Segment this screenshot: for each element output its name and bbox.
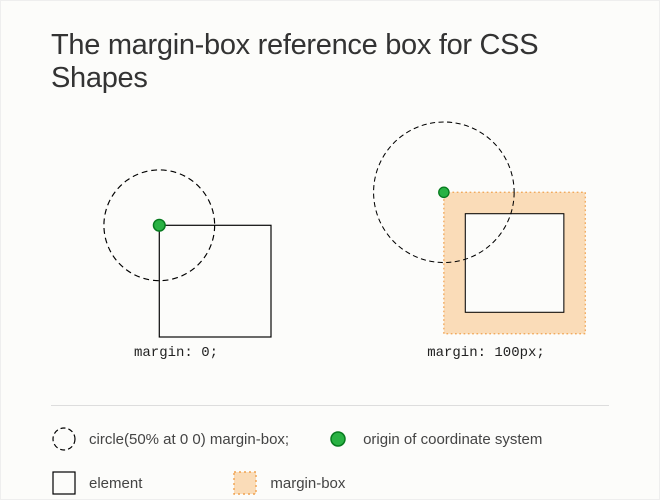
legend-circle: circle(50% at 0 0) margin-box; [51, 426, 289, 452]
diagram-card: The margin-box reference box for CSS Sha… [0, 0, 660, 500]
element-box [465, 214, 564, 313]
legend-marginbox: margin-box [232, 470, 345, 496]
legend-marginbox-label: margin-box [270, 475, 345, 492]
legend-origin: origin of coordinate system [325, 426, 542, 452]
legend-circle-label: circle(50% at 0 0) margin-box; [89, 431, 289, 448]
legend-origin-label: origin of coordinate system [363, 431, 542, 448]
legend-element-label: element [89, 475, 142, 492]
legend: circle(50% at 0 0) margin-box; origin of… [51, 406, 609, 496]
legend-element: element [51, 470, 142, 496]
origin-dot-icon [325, 426, 351, 452]
page-title: The margin-box reference box for CSS Sha… [51, 29, 609, 95]
dashed-circle-icon [51, 426, 77, 452]
element-icon [51, 470, 77, 496]
origin-dot [153, 219, 165, 231]
element-box [159, 225, 271, 337]
caption-right: margin: 100px; [361, 345, 611, 361]
margin-box-icon [232, 470, 258, 496]
origin-dot [439, 187, 449, 197]
caption-left: margin: 0; [71, 345, 281, 361]
figures-area: margin: 0; margin: 100px; [51, 105, 609, 365]
figure-margin-zero [101, 167, 271, 342]
figure-margin-100 [371, 133, 611, 368]
